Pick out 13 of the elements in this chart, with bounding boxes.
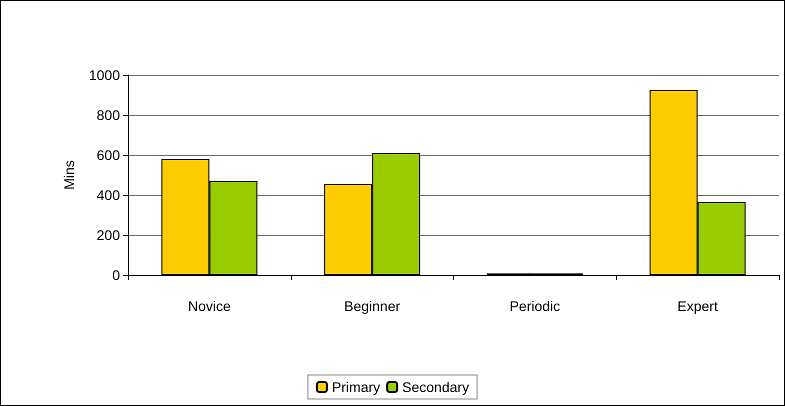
y-axis-title: Mins [61, 160, 77, 190]
y-tick-label: 200 [96, 227, 120, 243]
x-tick-label: Expert [677, 298, 718, 314]
legend-label: Primary [332, 379, 380, 395]
y-tick-label: 400 [96, 187, 120, 203]
y-tick-label: 600 [96, 147, 120, 163]
legend-label: Secondary [402, 379, 470, 395]
y-tick-label: 0 [112, 267, 120, 283]
x-tick-label: Periodic [510, 298, 560, 314]
y-tick-label: 800 [96, 107, 120, 123]
y-tick-label: 1000 [88, 67, 120, 83]
x-tick-label: Novice [188, 298, 231, 314]
x-tick-label: Beginner [344, 298, 400, 314]
